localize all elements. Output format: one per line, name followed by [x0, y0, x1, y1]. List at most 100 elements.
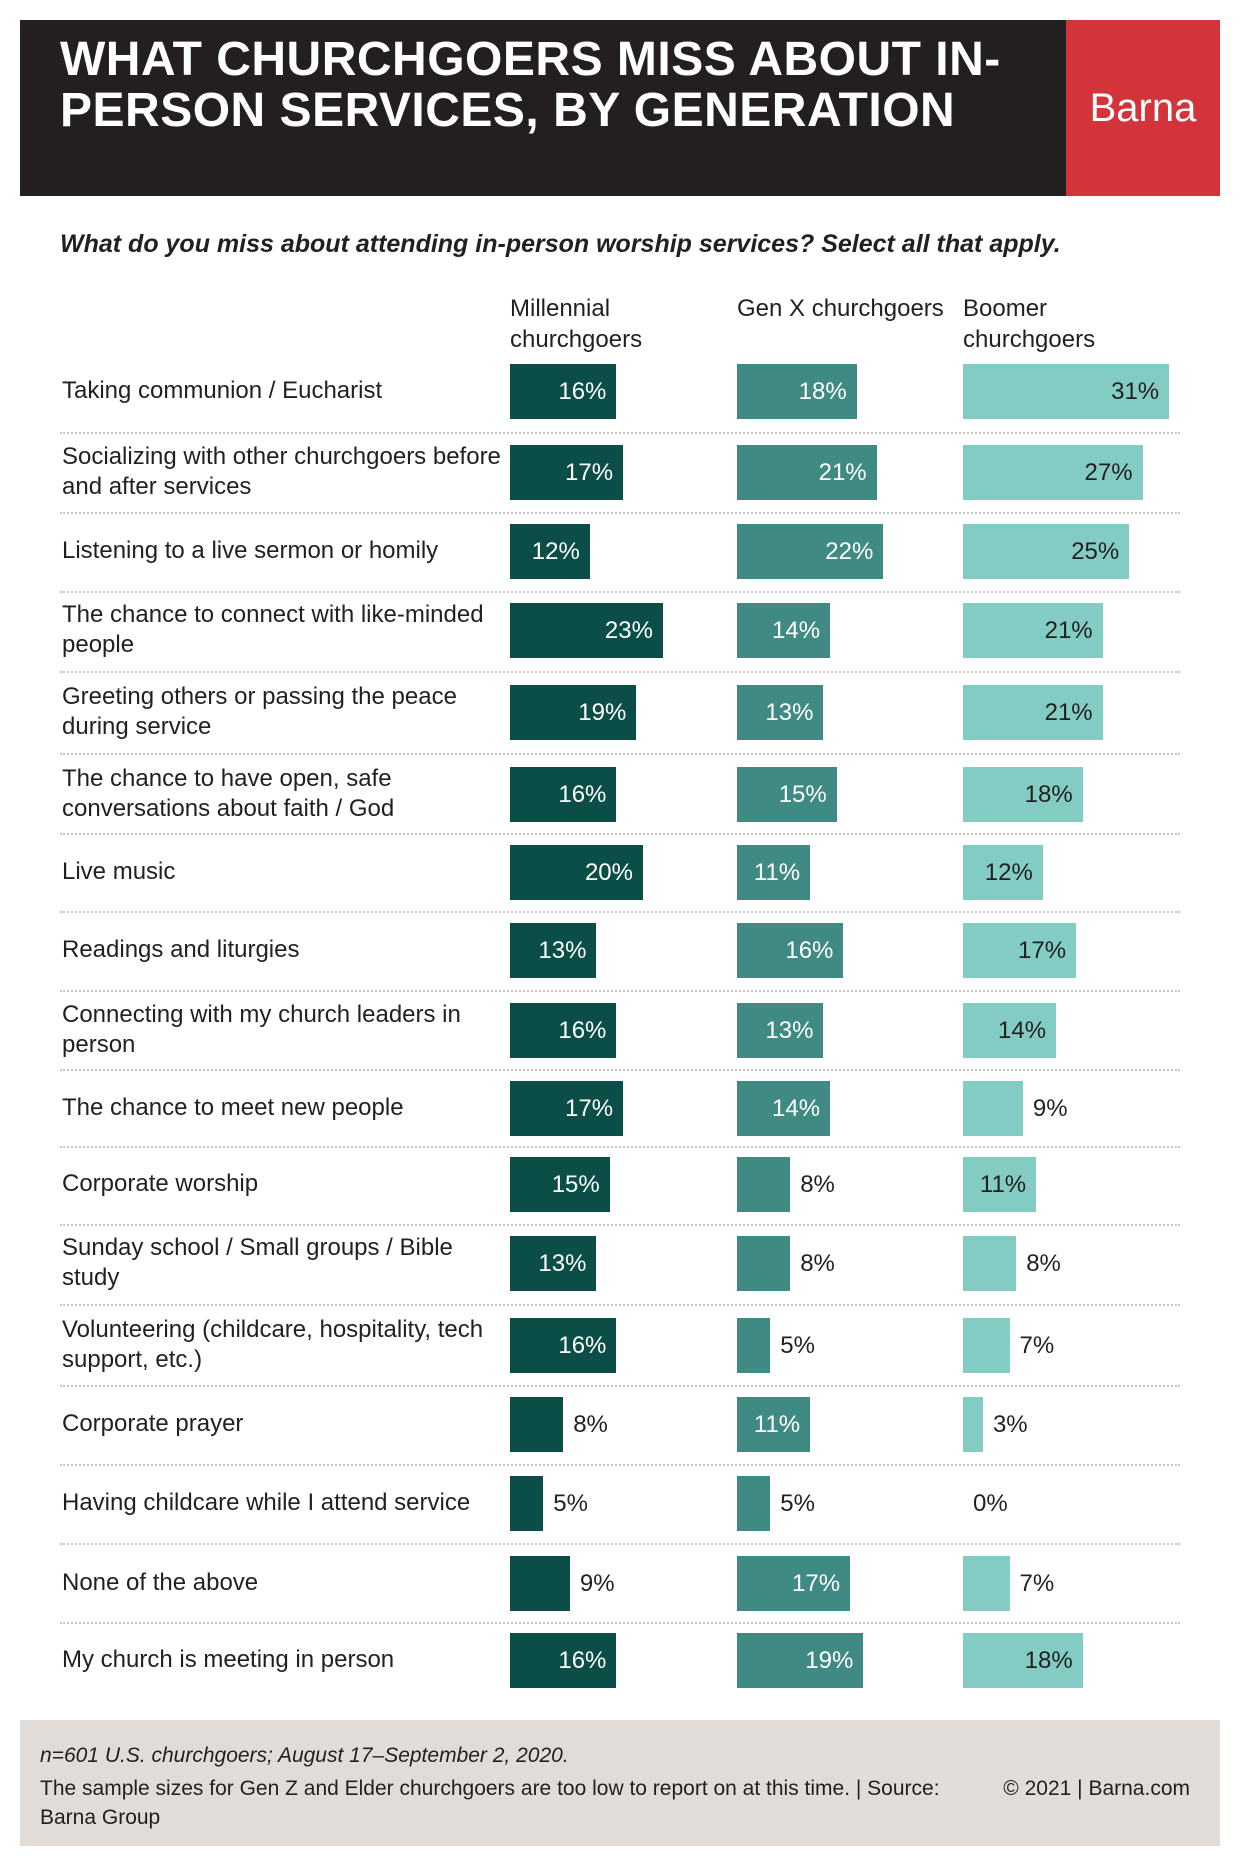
bar-genx — [737, 445, 877, 500]
row-divider — [60, 431, 1180, 434]
bar-millennial — [510, 1081, 624, 1136]
row-label: Greeting others or passing the peace dur… — [62, 683, 457, 740]
header-banner: WHAT CHURCHGOERS MISS ABOUT IN-PERSON SE… — [20, 20, 1220, 196]
bar-millennial — [510, 767, 617, 822]
bar-value-label: 19% — [805, 1647, 854, 1674]
bar-value-label: 8% — [800, 1250, 835, 1277]
brand-logo: Barna — [1066, 20, 1220, 196]
row-divider — [60, 1146, 1180, 1148]
bar-value-label: 5% — [553, 1490, 588, 1517]
bar-millennial — [510, 1318, 617, 1373]
row-divider — [60, 1304, 1180, 1306]
bar-value-label: 31% — [1111, 378, 1160, 405]
row-label: The chance to meet new people — [62, 1094, 404, 1121]
bar-value-label: 18% — [1024, 781, 1073, 808]
bar-boomer — [963, 445, 1143, 500]
bar-genx — [737, 1318, 771, 1373]
footer: n=601 U.S. churchgoers; August 17–Septem… — [20, 1720, 1220, 1846]
bar-value-label: 17% — [1018, 937, 1067, 964]
bar-boomer — [963, 1081, 1023, 1136]
bar-value-label: 5% — [780, 1332, 815, 1359]
bar-value-label: 13% — [538, 1250, 587, 1277]
bar-value-label: 21% — [818, 459, 867, 486]
column-header-genx: Gen X churchgoers — [737, 295, 944, 322]
bar-value-label: 14% — [772, 617, 821, 644]
row-label: Volunteering (childcare, hospitality, te… — [62, 1316, 484, 1373]
bar-value-label: 27% — [1084, 459, 1133, 486]
bar-value-label: 16% — [785, 937, 834, 964]
bar-value-label: 12% — [531, 538, 580, 565]
bar-value-label: 14% — [772, 1095, 821, 1122]
bar-value-label: 23% — [604, 617, 653, 644]
bar-genx — [737, 1081, 831, 1136]
bar-boomer — [963, 1318, 1010, 1373]
bar-millennial — [510, 445, 624, 500]
chart-question: What do you miss about attending in-pers… — [60, 230, 1061, 258]
row-divider — [60, 911, 1180, 913]
bar-value-label: 5% — [780, 1490, 815, 1517]
row-divider — [60, 590, 1180, 593]
bar-boomer — [963, 603, 1103, 658]
bar-genx — [737, 1397, 811, 1452]
bar-value-label: 25% — [1071, 538, 1120, 565]
bar-millennial — [510, 1397, 564, 1452]
bar-value-label: 11% — [979, 1171, 1027, 1198]
bar-value-label: 0% — [973, 1490, 1008, 1517]
bar-millennial — [510, 364, 617, 419]
row-divider — [60, 671, 1180, 673]
row-divider — [60, 1543, 1180, 1545]
bar-millennial — [510, 1556, 570, 1611]
bar-millennial — [510, 1633, 617, 1688]
bar-value-label: 8% — [800, 1171, 835, 1198]
row-label: My church is meeting in person — [62, 1646, 395, 1673]
bar-genx — [737, 364, 857, 419]
bar-value-label: 15% — [551, 1171, 600, 1198]
bar-value-label: 13% — [538, 937, 587, 964]
row-label: Sunday school / Small groups / Bible stu… — [62, 1234, 453, 1291]
row-divider — [60, 511, 1180, 514]
bar-value-label: 8% — [573, 1411, 608, 1438]
bar-value-label: 17% — [565, 1095, 614, 1122]
bar-genx — [737, 1476, 771, 1531]
bar-boomer — [963, 1633, 1083, 1688]
bar-boomer — [963, 1003, 1057, 1058]
bar-value-label: 16% — [558, 781, 607, 808]
bar-boomer — [963, 845, 1043, 900]
bar-genx — [737, 1003, 824, 1058]
row-label: Corporate prayer — [62, 1410, 244, 1437]
bar-value-label: 16% — [558, 1647, 607, 1674]
footer-copyright: © 2021 | Barna.com — [1003, 1777, 1190, 1800]
row-label: Live music — [62, 858, 176, 885]
column-header-boomer: Boomer churchgoers — [963, 295, 1096, 353]
page-title: WHAT CHURCHGOERS MISS ABOUT IN-PERSON SE… — [60, 33, 1001, 137]
bar-value-label: 13% — [765, 1017, 814, 1044]
bar-value-label: 3% — [992, 1411, 1028, 1438]
bar-value-label: 17% — [792, 1570, 841, 1597]
row-divider — [60, 1621, 1180, 1624]
bar-boomer — [963, 1157, 1037, 1212]
bar-genx — [737, 685, 824, 740]
bar-value-label: 12% — [984, 859, 1033, 886]
column-header-millennial: Millennial churchgoers — [510, 295, 643, 353]
row-divider — [60, 833, 1180, 835]
footer-sample-note: n=601 U.S. churchgoers; August 17–Septem… — [40, 1744, 569, 1767]
bar-value-label: 19% — [578, 699, 627, 726]
bar-millennial — [510, 923, 597, 978]
row-label: Readings and liturgies — [62, 936, 300, 963]
bar-genx — [737, 603, 831, 658]
row-divider — [60, 1463, 1180, 1466]
bar-value-label: 18% — [798, 378, 847, 405]
bar-boomer — [963, 923, 1077, 978]
bar-value-label: 16% — [558, 1332, 607, 1359]
bar-genx — [737, 1556, 851, 1611]
row-label: The chance to have open, safe conversati… — [62, 765, 395, 822]
bar-value-label: 16% — [558, 378, 607, 405]
bar-boomer — [963, 685, 1103, 740]
bar-millennial — [510, 1157, 610, 1212]
bar-boomer — [963, 1397, 983, 1452]
bar-value-label: 21% — [1044, 699, 1093, 726]
bar-value-label: 11% — [753, 1411, 801, 1438]
row-label: Connecting with my church leaders in per… — [62, 1001, 461, 1058]
bar-genx — [737, 923, 844, 978]
bar-genx — [737, 1633, 864, 1688]
